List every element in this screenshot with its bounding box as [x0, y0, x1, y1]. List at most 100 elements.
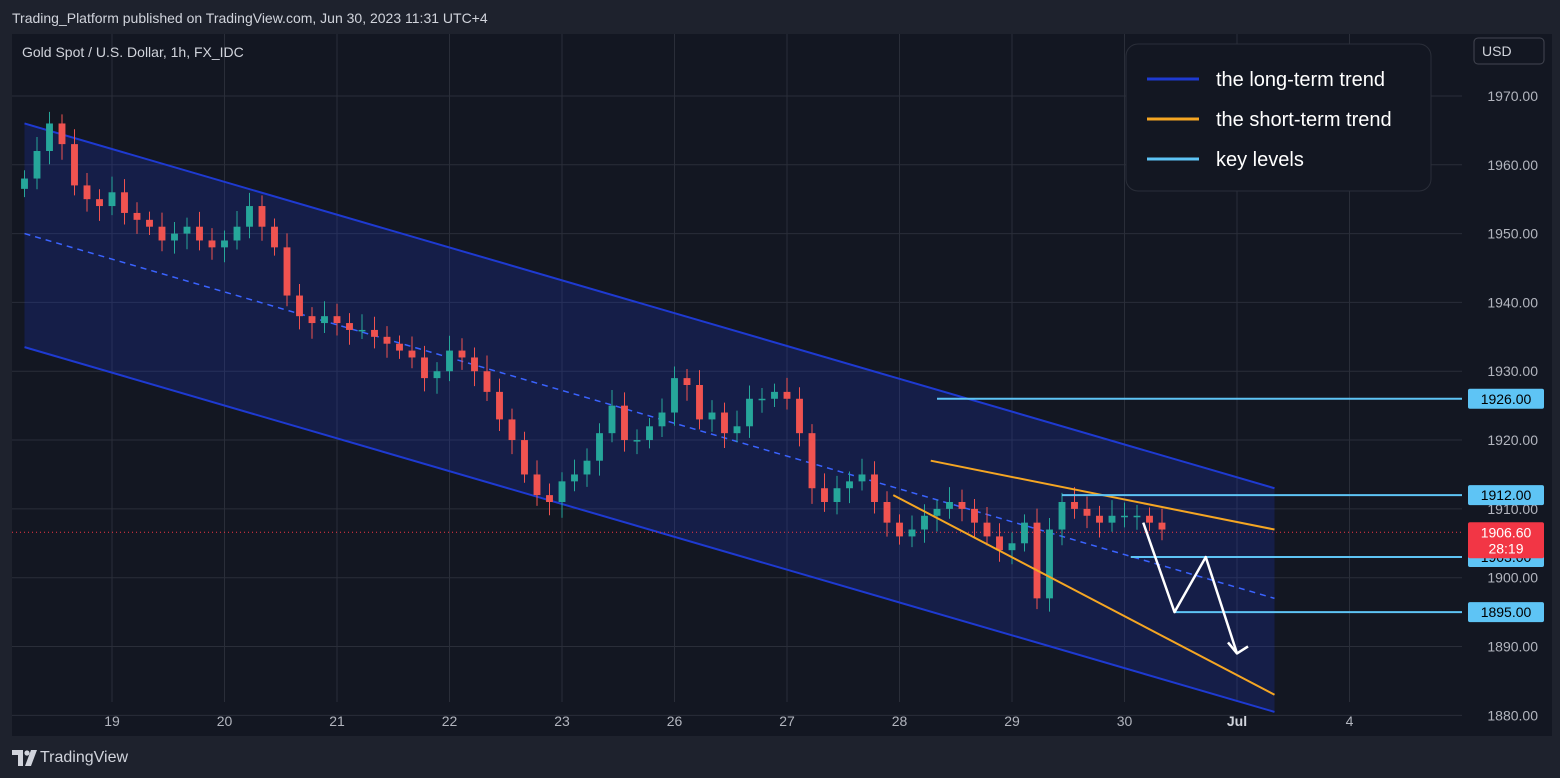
channel-lower-line	[24, 346, 1275, 713]
candle	[446, 335, 453, 382]
candle-body	[1158, 522, 1166, 530]
candle-body	[533, 474, 541, 496]
candle	[433, 362, 441, 394]
tradingview-logo-icon[interactable]	[12, 750, 38, 766]
candle	[121, 179, 128, 225]
candle-body	[1146, 515, 1153, 523]
candle-body	[658, 412, 666, 427]
candle	[21, 170, 28, 198]
candle-body	[333, 316, 341, 324]
candle	[958, 489, 966, 522]
candle	[1133, 505, 1141, 530]
candle-body	[546, 495, 553, 502]
candle	[796, 387, 803, 447]
candle-body	[783, 391, 791, 399]
legend-box: the long-term trend the short-term trend k…	[1125, 43, 1432, 192]
candle-body	[1121, 515, 1128, 518]
candle	[971, 498, 978, 538]
price-axis-background	[1462, 34, 1552, 736]
wedge-lower-line	[892, 494, 1275, 696]
legend-label: key levels	[1216, 149, 1304, 171]
candle-body	[1021, 522, 1028, 544]
candle-body	[646, 426, 653, 441]
candle-body	[921, 515, 928, 530]
time-tick-label: 30	[1117, 713, 1133, 729]
candle-body	[1133, 515, 1141, 518]
candle	[421, 345, 428, 392]
candle-body	[946, 502, 953, 509]
candle-body	[158, 226, 166, 241]
key-level-badge-label: 1912.00	[1481, 487, 1532, 503]
candle-body	[71, 144, 78, 186]
candle	[708, 400, 716, 432]
candle	[571, 459, 578, 492]
candle	[671, 366, 678, 426]
candle-body	[433, 371, 441, 379]
candle-body	[408, 350, 416, 358]
candle	[1046, 517, 1053, 612]
candle-body	[221, 240, 228, 248]
candle	[196, 211, 203, 251]
candle-body	[458, 350, 466, 358]
candle-body	[483, 371, 491, 392]
channel-median-line	[24, 232, 1275, 600]
candle	[471, 347, 478, 387]
candle-body	[383, 336, 391, 344]
symbol-label: Gold Spot / U.S. Dollar, 1h, FX_IDC	[22, 44, 244, 60]
projection-arrow	[1142, 522, 1239, 654]
candle	[1158, 508, 1166, 541]
legend-background	[1125, 43, 1432, 192]
candle-body	[796, 398, 803, 434]
candle	[271, 218, 278, 256]
candle	[996, 523, 1003, 562]
candle	[1108, 500, 1116, 532]
candle	[496, 378, 503, 431]
candle-body	[421, 357, 428, 379]
time-tick-label: 21	[329, 713, 345, 729]
candle	[1083, 496, 1091, 529]
candle	[533, 460, 541, 506]
candle-body	[821, 488, 828, 502]
price-tick-label: 1940.00	[1487, 294, 1538, 310]
candle	[283, 233, 291, 307]
candle	[508, 408, 516, 455]
candle-body	[671, 378, 678, 413]
candle-body	[846, 481, 853, 489]
candle-body	[1108, 515, 1116, 523]
candle	[621, 392, 628, 452]
candle-body	[583, 460, 591, 475]
candle	[633, 429, 641, 455]
candles	[21, 111, 1166, 612]
candle	[1096, 505, 1103, 538]
publish-info-text: Trading_Platform published on TradingVie…	[12, 10, 488, 26]
candle	[46, 111, 53, 165]
time-tick-label: 23	[554, 713, 570, 729]
candle-body	[896, 522, 903, 537]
key-level-badge-label: 1926.00	[1481, 391, 1532, 407]
candle	[258, 195, 266, 241]
candle	[96, 189, 103, 221]
candle	[758, 388, 766, 413]
candle	[1008, 532, 1016, 565]
price-tick-label: 1890.00	[1487, 639, 1538, 655]
candle	[821, 473, 828, 512]
candle-body	[396, 343, 403, 351]
legend-label: the long-term trend	[1216, 69, 1385, 91]
currency-label: USD	[1482, 43, 1512, 59]
price-tick-label: 1960.00	[1487, 157, 1538, 173]
candle	[883, 491, 891, 537]
projection-arrowhead	[1227, 641, 1249, 655]
candle	[483, 355, 491, 401]
candle-body	[996, 536, 1003, 551]
candle-body	[171, 233, 178, 241]
candle	[871, 461, 878, 514]
candle-body	[558, 481, 566, 502]
trend-channel-fill	[24, 123, 1275, 712]
candle-body	[371, 329, 378, 337]
candle-body	[808, 433, 816, 489]
candle	[458, 338, 466, 370]
candle	[208, 228, 216, 260]
price-tick-label: 1930.00	[1487, 363, 1538, 379]
candle-body	[21, 178, 28, 189]
